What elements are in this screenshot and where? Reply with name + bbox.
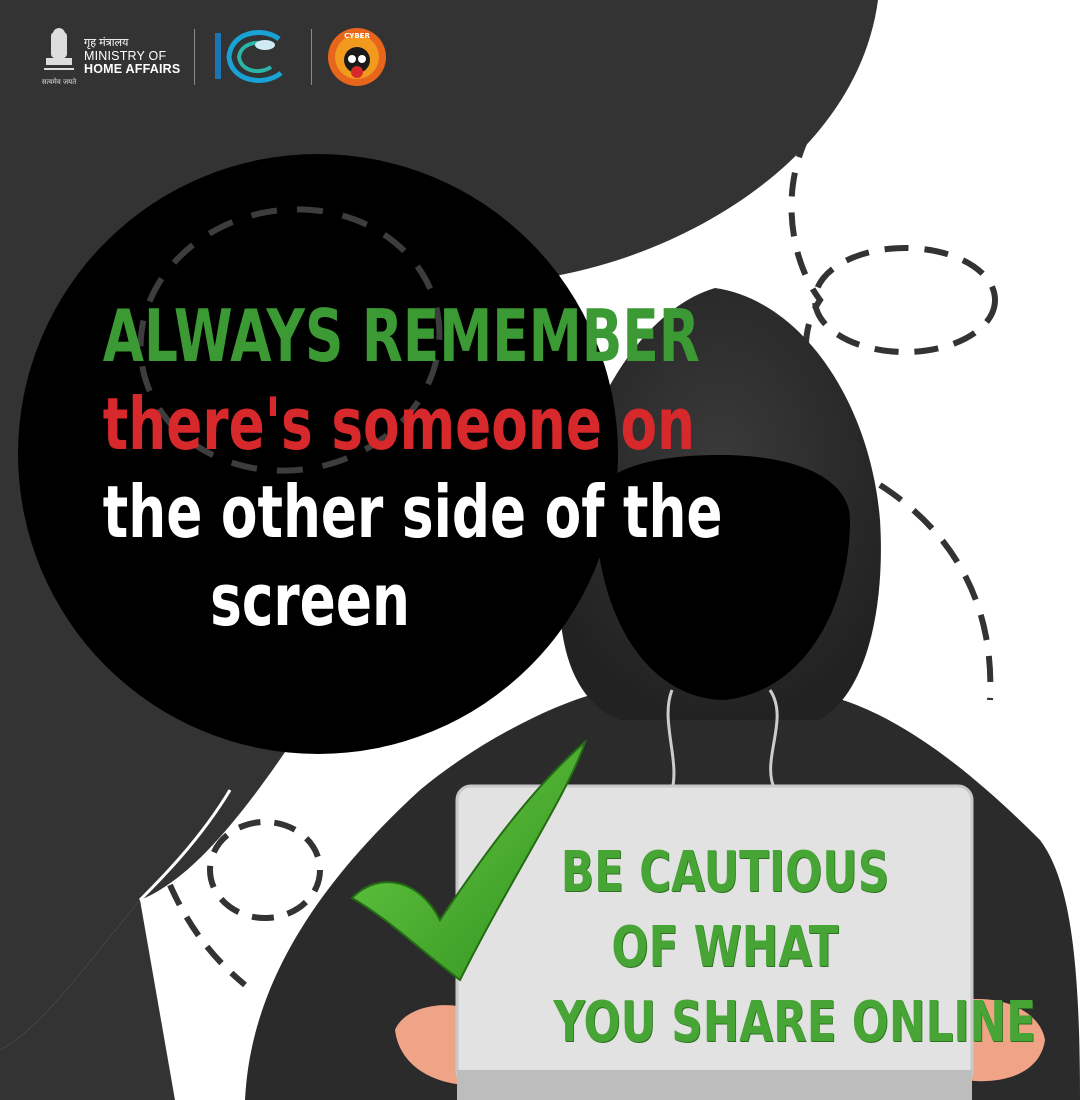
sign-line3: YOU SHARE ONLINE xyxy=(553,985,896,1060)
sign-line2: OF WHAT xyxy=(553,910,896,985)
ministry-line1: MINISTRY OF xyxy=(84,50,180,63)
ministry-name: गृह मंत्रालय MINISTRY OF HOME AFFAIRS xyxy=(84,38,180,76)
logo-divider-2 xyxy=(311,29,312,85)
header-logos: सत्यमेव जयते गृह मंत्रालय MINISTRY OF HO… xyxy=(40,22,388,92)
sign-line1: BE CAUTIOUS xyxy=(553,835,896,910)
sign-message: BE CAUTIOUS OF WHAT YOU SHARE ONLINE xyxy=(553,835,896,1060)
dashed-ring-bottom-left xyxy=(210,822,320,918)
ministry-hindi: गृह मंत्रालय xyxy=(84,38,180,50)
sign-board-bottom xyxy=(457,1070,972,1100)
message-line3: the other side of the xyxy=(103,468,517,556)
ministry-line2: HOME AFFAIRS xyxy=(84,63,180,76)
emblem-motto: सत्यमेव जयते xyxy=(42,77,77,86)
main-message: ALWAYS REMEMBER there's someone on the o… xyxy=(103,292,517,644)
dashed-ring-top-right xyxy=(815,248,995,352)
national-emblem-icon: सत्यमेव जयते xyxy=(40,26,78,88)
dashed-line-bottom-left xyxy=(170,885,245,985)
logo-divider xyxy=(194,29,195,85)
cyber-dost-label: CYBER xyxy=(345,32,371,40)
message-line2: there's someone on xyxy=(103,380,517,468)
message-line1: ALWAYS REMEMBER xyxy=(103,292,517,380)
cyber-dost-logo-icon: CYBER xyxy=(326,26,388,88)
i4c-logo-icon xyxy=(209,27,297,87)
message-line4: screen xyxy=(103,556,517,644)
dashed-line-right xyxy=(880,485,990,700)
